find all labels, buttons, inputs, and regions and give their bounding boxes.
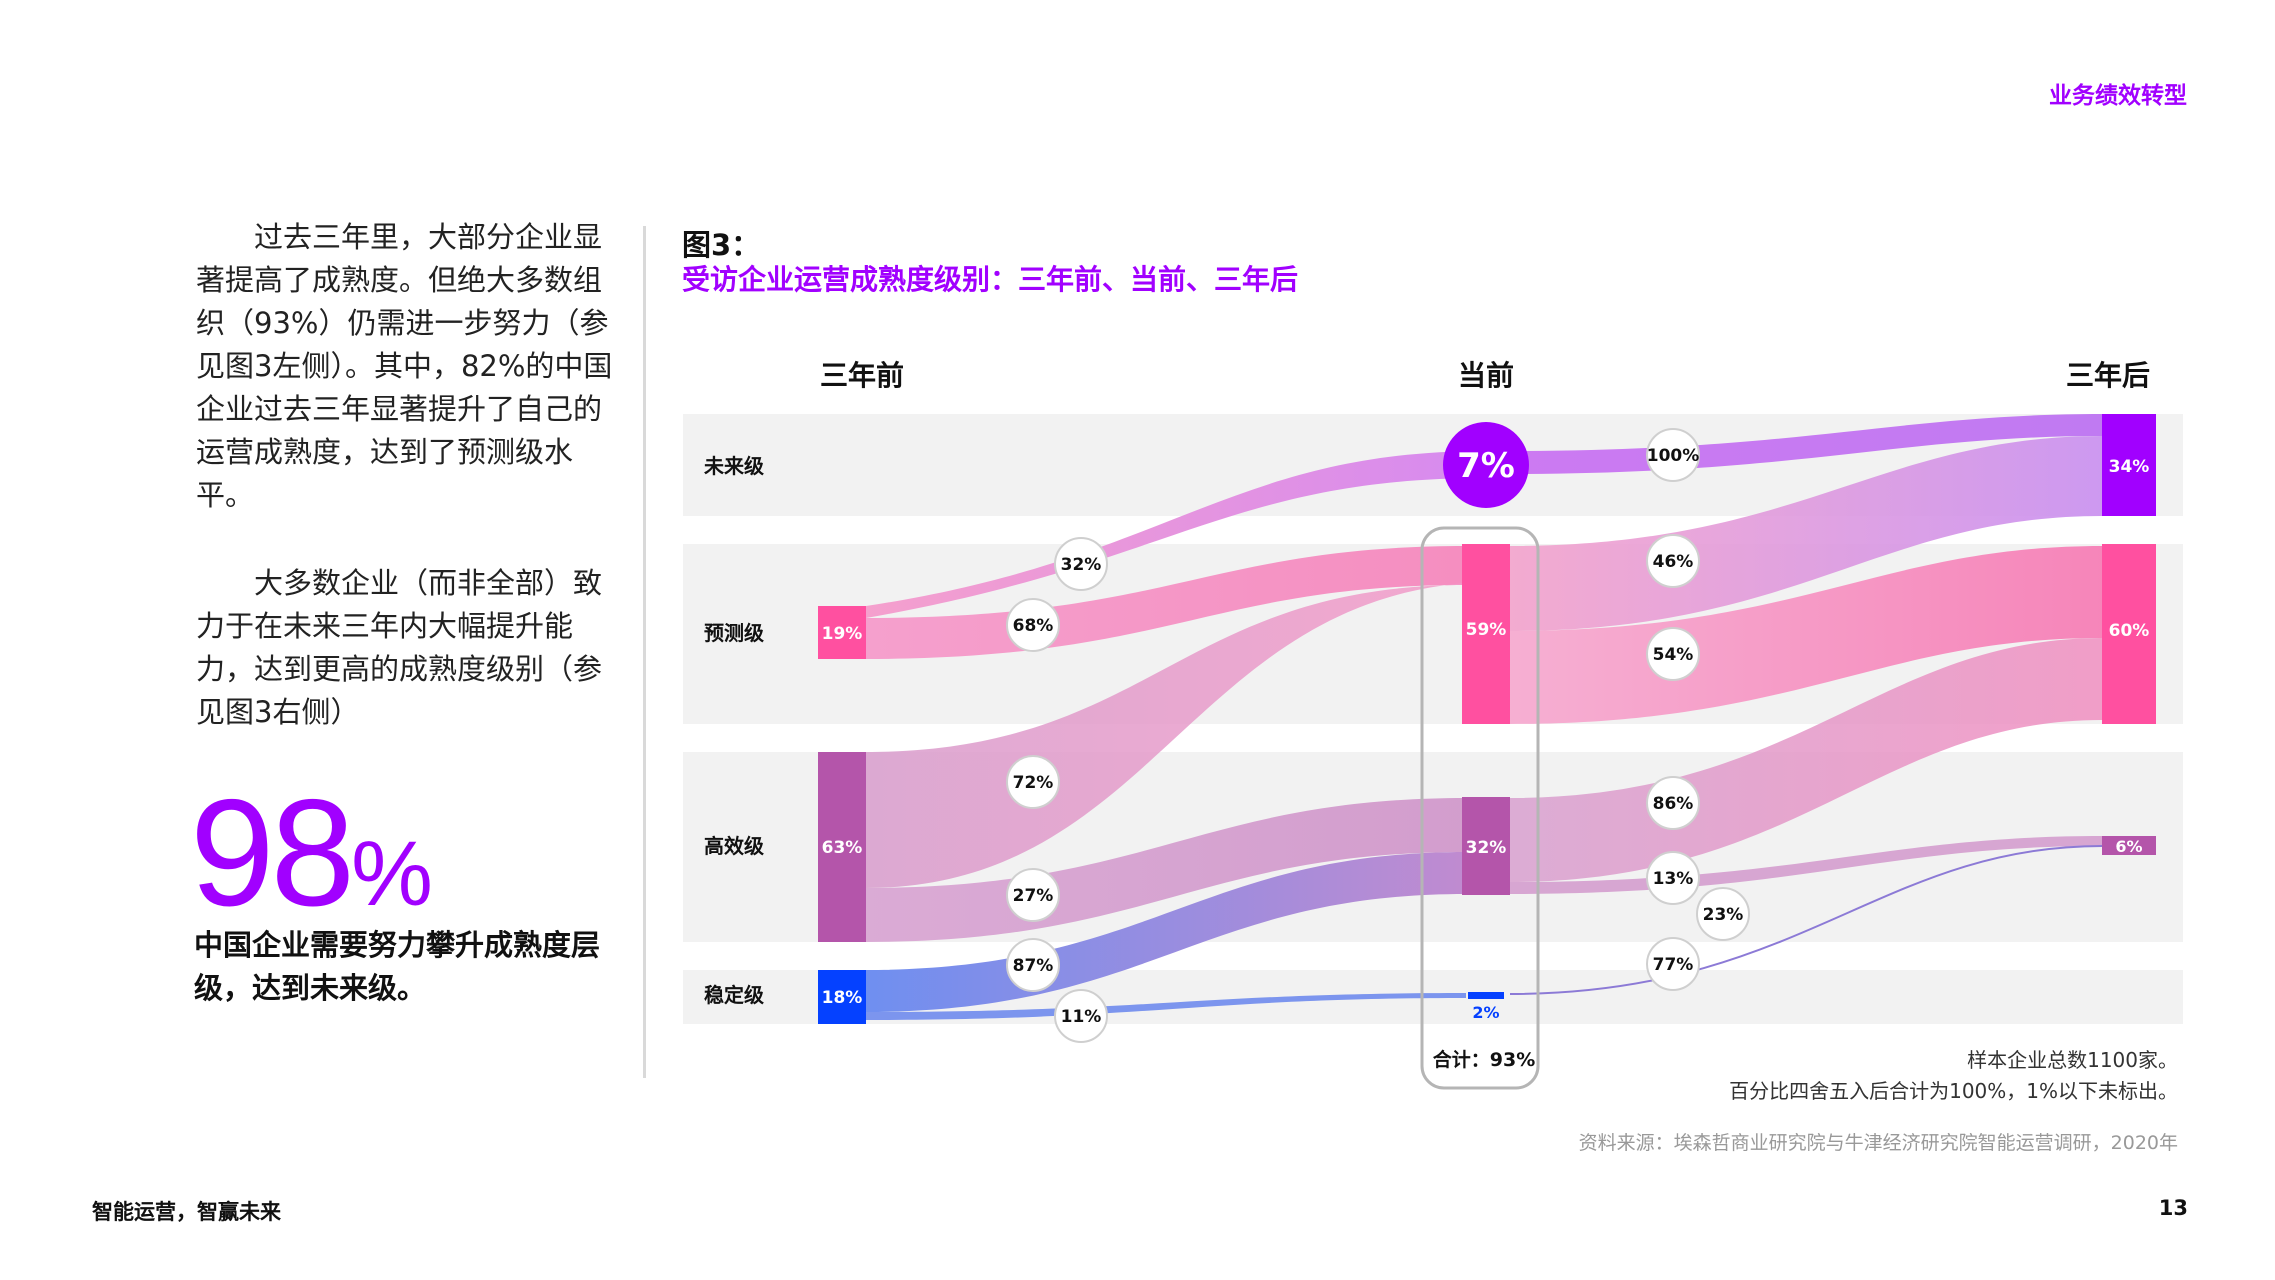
column-header-3yr-later: 三年后 [2066,359,2150,392]
flow-label-68: 68% [1013,616,1054,636]
flow-bubble-32: 32% [1054,537,1108,591]
big-stat: 98% [190,777,433,949]
node-label-3yr-ago-predictive: 19% [822,624,863,644]
sample-note: 样本企业总数1100家。 [1967,1048,2178,1072]
node-label-3yr-ago-efficient: 63% [822,838,863,858]
flow-bubble-54: 54% [1646,627,1700,681]
node-3yr-ago-stable [818,970,866,1024]
flow-label-46: 46% [1653,552,1694,572]
total-box [1420,526,1540,1090]
flow-bubble-27: 27% [1006,868,1060,922]
node-3yr-later-predictive [2102,544,2156,724]
row-label-future: 未来级 [704,454,764,478]
flow-bubble-11: 11% [1054,989,1108,1043]
vertical-divider [643,226,646,1078]
flow-label-11: 11% [1061,1007,1102,1027]
flow-bubble-68: 68% [1006,598,1060,652]
node-3yr-later-efficient [2102,836,2156,855]
node-3yr-ago-efficient [818,752,866,942]
node-label-3yr-later-future: 34% [2109,457,2150,477]
flow-bubble-77: 77% [1646,937,1700,991]
section-tag: 业务绩效转型 [2049,83,2187,109]
figure-number: 图3： [682,228,761,262]
node-label-current-stable: 2% [1472,1003,1499,1022]
flow-bubble-72: 72% [1006,755,1060,809]
node-label-3yr-later-predictive: 60% [2109,621,2150,641]
node-label-3yr-ago-stable: 18% [822,988,863,1008]
flow-predcur-to-pred [1510,546,2102,724]
flow-bubble-46: 46% [1646,534,1700,588]
rounding-note: 百分比四舍五入后合计为100%，1%以下未标出。 [1729,1079,2178,1103]
node-current-efficient [1462,797,1510,895]
big-stat-number: 98 [190,768,355,938]
source-note: 资料来源：埃森哲商业研究院与牛津经济研究院智能运营调研，2020年 [1578,1132,2178,1154]
row-label-predictive: 预测级 [704,621,764,645]
footer-title: 智能运营，智赢未来 [92,1200,281,1224]
node-3yr-ago-predictive [818,606,866,659]
flow-stab-to-stab [866,993,1466,1020]
node-current-stable [1468,992,1504,999]
node-label-current-efficient: 32% [1466,838,1507,858]
outlook-paragraph: 大多数企业（而非全部）致力于在未来三年内大幅提升能力，达到更高的成熟度级别（参见… [196,566,603,729]
flow-bubble-100: 100% [1646,428,1700,482]
stat-caption: 中国企业需要努力攀升成熟度层级，达到未来级。 [194,928,601,1005]
flow-bubble-23: 23% [1696,887,1750,941]
node-label-current-predictive: 59% [1466,620,1507,640]
flow-eff-to-pred [866,574,1466,888]
row-label-efficient: 高效级 [704,834,764,858]
flow-bubble-87: 87% [1006,938,1060,992]
row-label-stable: 稳定级 [704,983,764,1007]
flow-bubble-13: 13% [1646,851,1700,905]
node-current-future [1443,422,1529,508]
flow-label-13: 13% [1653,869,1694,889]
page-number: 13 [2158,1196,2188,1220]
node-label-3yr-later-efficient: 6% [2115,837,2142,856]
node-label-current-future: 7% [1457,446,1515,486]
column-header-3yr-ago: 三年前 [820,359,904,392]
flow-label-72: 72% [1013,773,1054,793]
node-3yr-later-future [2102,414,2156,516]
figure-title: 受访企业运营成熟度级别：三年前、当前、三年后 [682,263,1299,296]
intro-paragraph: 过去三年里，大部分企业显著提高了成熟度。但绝大多数组织（93%）仍需进一步努力（… [196,220,613,512]
flow-stabcur-to-eff [1509,845,2103,995]
flow-label-27: 27% [1013,886,1054,906]
big-stat-unit: % [351,823,433,925]
flow-label-23: 23% [1703,905,1744,925]
flow-label-87: 87% [1013,956,1054,976]
flow-bubble-86: 86% [1646,776,1700,830]
flow-label-54: 54% [1653,645,1694,665]
flow-label-86: 86% [1653,794,1694,814]
flow-label-100: 100% [1647,446,1700,466]
node-current-predictive [1462,544,1510,724]
total-label: 合计：93% [1433,1048,1535,1071]
flow-label-77: 77% [1653,955,1694,975]
column-header-current: 当前 [1458,359,1514,392]
flow-label-32: 32% [1061,555,1102,575]
flow-pred-to-future [866,451,1486,618]
